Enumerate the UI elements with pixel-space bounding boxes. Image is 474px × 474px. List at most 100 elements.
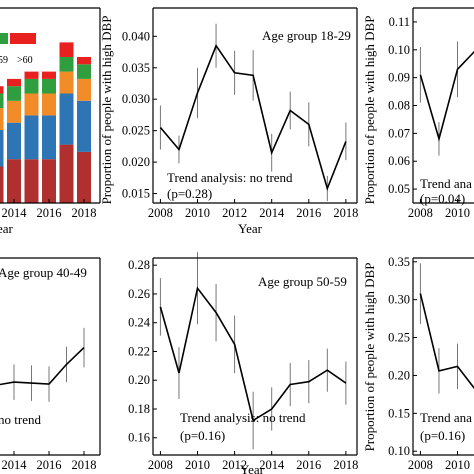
- panel-60-line: [419, 293, 474, 390]
- panel-50-59-line: [159, 286, 347, 422]
- panel-30-39-ytick-label: 0.06: [388, 154, 410, 168]
- stacked-bars-bar-segment: [24, 78, 39, 94]
- panel-50-59-ytick-label: 0.22: [128, 344, 150, 358]
- panel-60-ytick-label: 0.10: [388, 444, 410, 458]
- panel-30-39-xtick-label: 2008: [408, 206, 433, 220]
- figure-panels: 2014 2016 2018 ear 59 >60 2008 2010 2012 2014 2016…: [0, 7, 474, 474]
- panel-40-49-trend-text: no trend: [0, 412, 41, 427]
- panel-18-29-xtick-label: 2010: [185, 206, 210, 220]
- stacked-bars-bar-segment: [77, 78, 91, 101]
- stacked-bars-bar-segment: [0, 86, 4, 94]
- stacked-bars-bar-segment: [77, 57, 91, 65]
- stacked-bars-bar-segment: [7, 122, 21, 160]
- panel-18-29-ytick-label: 0.015: [122, 187, 150, 201]
- panel-30-39-ylabel: Proportion of people with high DBP: [362, 16, 377, 205]
- panel-30-39-trend-text: Trend ana: [420, 176, 472, 191]
- panel-18-29-p-text: (p=0.28): [167, 186, 212, 201]
- panel-50-59-trend-text: Trend analysis: no trend: [180, 410, 306, 425]
- stacked-bars-xtick-label: 2018: [72, 206, 97, 220]
- stacked-bars-bar-segment: [42, 115, 56, 160]
- panel-18-29-ytick-label: 0.035: [122, 61, 150, 75]
- panel-18-29-ytick-label: 0.030: [122, 92, 150, 106]
- panel-18-29-line: [159, 44, 347, 191]
- panel-40-49-xtick-label: 2018: [72, 458, 97, 472]
- panel-50-59-ytick-label: 0.20: [128, 373, 150, 387]
- panel-50-59-ytick-label: 0.16: [128, 431, 150, 445]
- panel-18-29-xtick-label: 2018: [333, 206, 358, 220]
- panel-30-39-xtick-label: 2010: [445, 206, 470, 220]
- panel-50-59-p-text: (p=0.16): [180, 428, 225, 443]
- stacked-bars-bar-segment: [77, 64, 91, 79]
- stacked-bars-legend-label: >60: [17, 55, 33, 66]
- panel-50-59-xlabel: Year: [240, 462, 265, 474]
- panel-50-59-ytick-label: 0.28: [128, 258, 150, 272]
- panel-50-59-annotation: Age group 50-59: [258, 274, 347, 289]
- panel-18-29-ytick-label: 0.025: [122, 124, 150, 138]
- panel-60-xtick-label: 2010: [445, 458, 470, 472]
- panel-30-39-ytick-label: 0.10: [388, 43, 410, 57]
- panel-18-29-ylabel: Proportion of people with high DBP: [99, 16, 114, 205]
- stacked-bars-bar-segment: [59, 71, 74, 94]
- stacked-bars-bar-segment: [42, 78, 56, 94]
- panel-60-ytick-label: 0.20: [388, 368, 410, 382]
- panel-60-p-text: (p=0.16): [420, 428, 465, 443]
- stacked-bars-bar-segment: [42, 71, 56, 79]
- panel-50-59-ytick-label: 0.24: [128, 316, 151, 330]
- stacked-bars-bar-segment: [59, 57, 74, 72]
- stacked-bars-bar-segment: [24, 115, 39, 160]
- panel-18-29-xtick-label: 2014: [259, 206, 285, 220]
- stacked-bars-bar-segment: [24, 71, 39, 79]
- stacked-bars-bar-segment: [77, 151, 91, 203]
- stacked-bars-bar-segment: [0, 130, 4, 167]
- stacked-bars-legend-swatch: [10, 33, 36, 44]
- panel-50-59-xtick-label: 2014: [259, 458, 285, 472]
- panel-18-29-xtick-label: 2012: [222, 206, 247, 220]
- stacked-bars-bar-segment: [0, 93, 4, 109]
- stacked-bars-legend-swatch: [0, 33, 8, 44]
- panel-30-39-ytick-label: 0.09: [388, 71, 410, 85]
- panel-50-59-xtick-label: 2018: [333, 458, 358, 472]
- panel-40-49-xtick-label: 2016: [37, 458, 62, 472]
- panel-50-59-ytick-label: 0.18: [128, 402, 150, 416]
- panel-60-ytick-label: 0.15: [388, 406, 410, 420]
- stacked-bars-xtick-label: 2014: [2, 206, 28, 220]
- stacked-bars-bar-segment: [0, 108, 4, 130]
- panel-50-59-ytick-label: 0.26: [128, 287, 150, 301]
- panel-50-59-xtick-label: 2016: [296, 458, 321, 472]
- panel-30-39-ytick-label: 0.11: [389, 15, 410, 29]
- stacked-bars-bar-segment: [24, 93, 39, 116]
- panel-50-59-xtick-label: 2010: [185, 458, 210, 472]
- stacked-bars-bar-segment: [7, 100, 21, 123]
- panel-30-39-ytick-label: 0.05: [388, 182, 410, 196]
- stacked-bars-bar-segment: [7, 159, 21, 203]
- panel-50-59-xtick-label: 2012: [222, 458, 247, 472]
- stacked-bars-bar-segment: [59, 42, 74, 57]
- stacked-bars-xtick-label: 2016: [37, 206, 62, 220]
- panel-60-ytick-label: 0.25: [388, 331, 410, 345]
- panel-40-49-line: [0, 347, 85, 386]
- panel-60-xtick-label: 2008: [408, 458, 433, 472]
- stacked-bars-bar-segment: [42, 159, 56, 203]
- panel-18-29-xtick-label: 2016: [296, 206, 321, 220]
- stacked-bars-xlabel: ear: [0, 221, 14, 236]
- panel-30-39-ytick-label: 0.07: [388, 126, 410, 140]
- panel-18-29-ytick-label: 0.040: [122, 29, 150, 43]
- panel-18-29-xtick-label: 2008: [148, 206, 173, 220]
- panel-60-ytick-label: 0.35: [388, 255, 410, 269]
- panel-18-29-ytick-label: 0.020: [122, 155, 150, 169]
- panel-18-29-xlabel: Year: [238, 221, 263, 236]
- panel-60-ytick-label: 0.30: [388, 293, 410, 307]
- panel-60-ylabel: Proportion of people with high DBP: [362, 263, 377, 452]
- stacked-bars-legend-label: 59: [0, 55, 8, 66]
- stacked-bars-bar-segment: [59, 93, 74, 145]
- stacked-bars-bar-segment: [7, 86, 21, 101]
- panel-30-39-p-text: (p=0.04): [420, 191, 465, 206]
- panel-40-49-xtick-label: 2014: [2, 458, 28, 472]
- panel-50-59-xtick-label: 2008: [148, 458, 173, 472]
- stacked-bars-bar-segment: [0, 166, 4, 203]
- stacked-bars-bar-segment: [42, 93, 56, 116]
- panel-30-39-ytick-label: 0.08: [388, 99, 410, 113]
- panel-18-29-trend-text: Trend analysis: no trend: [167, 170, 293, 185]
- stacked-bars-bar-segment: [77, 100, 91, 152]
